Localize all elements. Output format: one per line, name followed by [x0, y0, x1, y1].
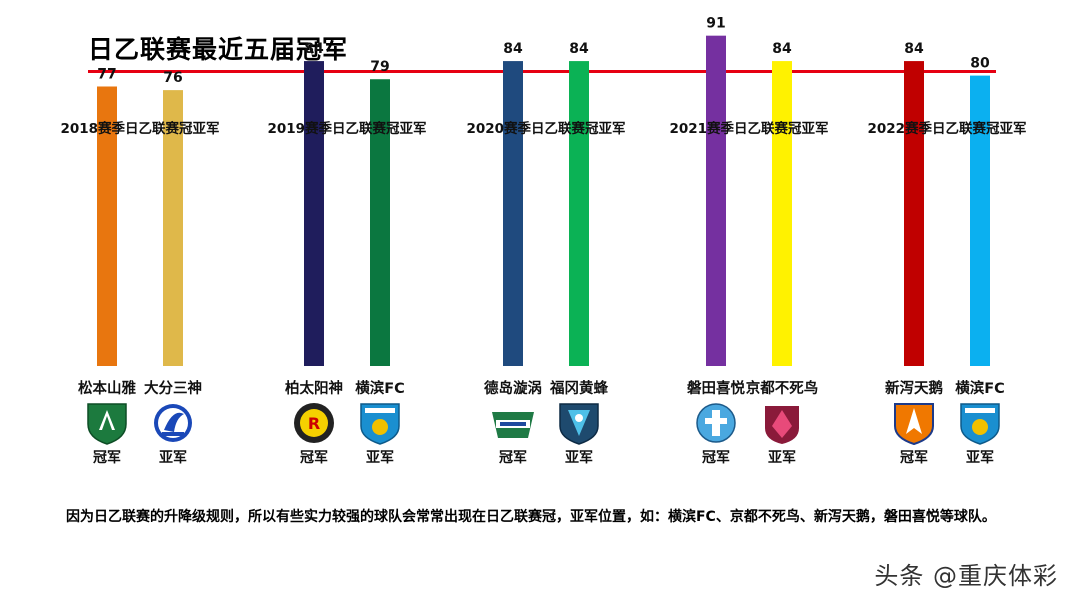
bar-runner-up	[370, 79, 390, 366]
team-crest-icon	[554, 400, 604, 446]
bar-value-label: 91	[706, 16, 725, 32]
rank-label: 亚军	[565, 450, 593, 466]
bar-value-label: 84	[304, 41, 324, 57]
team-name: 京都不死鸟	[745, 381, 819, 397]
team-name: 松本山雅	[78, 381, 136, 397]
team-crest-icon	[488, 400, 538, 446]
bar-value-label: 76	[163, 70, 182, 86]
season-title: 2018赛季日乙联赛冠亚军	[60, 121, 220, 137]
season-title: 2019赛季日乙联赛冠亚军	[267, 121, 427, 137]
season-title: 2022赛季日乙联赛冠亚军	[867, 121, 1027, 137]
bar-champion	[97, 86, 117, 367]
team-crest-icon: R	[289, 400, 339, 446]
watermark: 头条 @重庆体彩	[874, 562, 1058, 590]
bar-runner-up	[772, 61, 792, 367]
bar-value-label: 79	[370, 59, 389, 75]
bar-champion	[904, 61, 924, 367]
team-name: 磐田喜悦	[687, 381, 745, 397]
bar-runner-up	[970, 75, 990, 366]
title-divider	[88, 70, 996, 73]
footnote-text: 因为日乙联赛的升降级规则，所以有些实力较强的球队会常常出现在日乙联赛冠，亚军位置…	[66, 509, 996, 525]
rank-label: 亚军	[366, 450, 394, 466]
season-title: 2020赛季日乙联赛冠亚军	[466, 121, 626, 137]
bar-value-label: 80	[970, 56, 990, 72]
rank-label: 亚军	[159, 450, 187, 466]
bar-champion	[706, 35, 726, 367]
bar-runner-up	[569, 61, 589, 367]
page-title: 日乙联赛最近五届冠军	[88, 35, 349, 64]
bar-value-label: 84	[772, 41, 792, 57]
team-name: 德岛漩涡	[484, 381, 542, 397]
rank-label: 冠军	[900, 450, 928, 466]
bar-value-label: 84	[503, 41, 523, 57]
bar-value-label: 77	[97, 66, 116, 82]
rank-label: 冠军	[93, 450, 121, 466]
bar-value-label: 84	[569, 41, 589, 57]
bar-champion	[503, 61, 523, 367]
team-crest-icon	[691, 400, 741, 446]
season-title: 2021赛季日乙联赛冠亚军	[669, 121, 829, 137]
team-name: 横滨FC	[355, 381, 405, 397]
rank-label: 冠军	[702, 450, 730, 466]
team-name: 柏太阳神	[285, 381, 343, 397]
rank-label: 亚军	[768, 450, 796, 466]
rank-label: 冠军	[300, 450, 328, 466]
team-name: 大分三神	[144, 381, 202, 397]
team-crest-icon	[82, 400, 132, 446]
team-crest-icon	[355, 400, 405, 446]
bar-value-label: 84	[904, 41, 924, 57]
team-name: 福冈黄蜂	[550, 381, 608, 397]
team-crest-icon	[955, 400, 1005, 446]
team-crest-icon	[889, 400, 939, 446]
rank-label: 亚军	[966, 450, 994, 466]
team-crest-icon	[757, 400, 807, 446]
team-name: 新泻天鹅	[885, 381, 943, 397]
team-crest-icon	[148, 400, 198, 446]
svg-text:R: R	[308, 414, 320, 433]
bar-champion	[304, 61, 324, 367]
team-name: 横滨FC	[955, 381, 1005, 397]
rank-label: 冠军	[499, 450, 527, 466]
bar-runner-up	[163, 90, 183, 367]
